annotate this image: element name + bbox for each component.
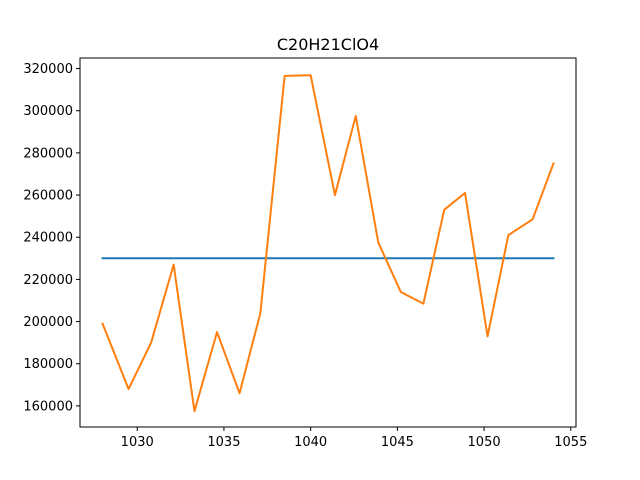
series-layer [101, 74, 555, 413]
y-tick-label: 240000 [23, 231, 73, 246]
y-tick-label: 160000 [23, 399, 73, 414]
x-tick-label: 1030 [121, 435, 154, 450]
x-tick-label: 1035 [207, 435, 240, 450]
y-tick-label: 220000 [23, 273, 73, 288]
y-tick-label: 260000 [23, 189, 73, 204]
chart-title: C20H21ClO4 [277, 35, 379, 54]
x-tick-label: 1050 [468, 435, 501, 450]
y-tick-label: 300000 [23, 104, 73, 119]
y-tick-label: 320000 [23, 62, 73, 77]
series-line-2 [101, 74, 555, 413]
y-tick-label: 200000 [23, 315, 73, 330]
x-tick-label: 1045 [381, 435, 414, 450]
axes-layer: 1030 1035 1040 1045 1050 1055 160000 180000 2000… [23, 62, 587, 450]
x-tick-label: 1055 [554, 435, 587, 450]
x-tick-label: 1040 [294, 435, 327, 450]
y-tick-label: 180000 [23, 357, 73, 372]
plot-frame [79, 57, 577, 428]
y-tick-label: 280000 [23, 146, 73, 161]
